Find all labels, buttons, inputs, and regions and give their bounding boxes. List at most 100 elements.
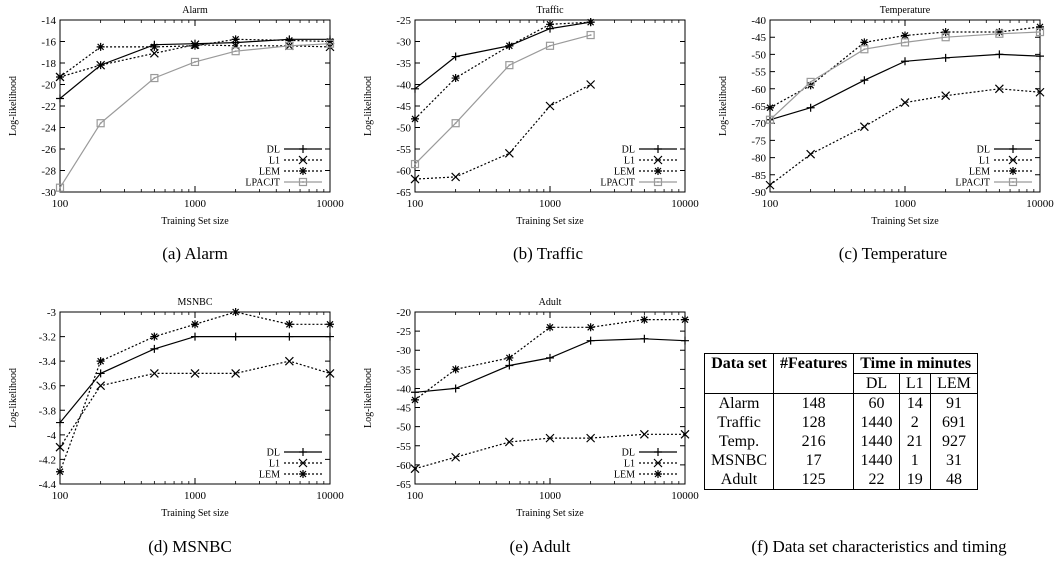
data-point bbox=[505, 361, 514, 370]
legend-label: L1 bbox=[624, 156, 635, 167]
series-line bbox=[414, 21, 591, 120]
row-name: Temp. bbox=[703, 432, 775, 451]
row-features: 148 bbox=[773, 393, 855, 413]
data-point bbox=[860, 45, 869, 54]
row-l1: 1 bbox=[898, 451, 931, 470]
y-tick-label: -55 bbox=[396, 441, 411, 453]
data-point bbox=[150, 332, 159, 341]
row-features: 125 bbox=[773, 470, 855, 490]
y-tick-label: -90 bbox=[751, 187, 766, 199]
legend-label: DL bbox=[977, 145, 990, 156]
data-point bbox=[639, 429, 649, 439]
data-point bbox=[231, 308, 240, 316]
x-axis-label: Training Set size bbox=[161, 216, 229, 227]
y-tick-label: -3.6 bbox=[39, 381, 57, 393]
x-tick-label: 10000 bbox=[1026, 198, 1054, 210]
data-point bbox=[941, 28, 950, 37]
table-subheader-row: DL L1 LEM bbox=[705, 373, 979, 394]
data-point bbox=[1035, 87, 1045, 97]
legend-marker bbox=[299, 167, 307, 175]
series-dl bbox=[411, 18, 595, 93]
series-l1 bbox=[410, 80, 596, 184]
data-point bbox=[231, 332, 240, 341]
legend-marker bbox=[653, 155, 663, 165]
data-point bbox=[900, 98, 910, 107]
row-features: 17 bbox=[773, 451, 855, 470]
series-lem bbox=[766, 22, 1044, 112]
series-line bbox=[59, 335, 330, 423]
data-point bbox=[806, 103, 815, 112]
alarm-caption: (a) Alarm bbox=[162, 244, 228, 263]
x-axis-label: Training Set size bbox=[516, 508, 584, 519]
data-point bbox=[505, 41, 514, 50]
data-point bbox=[901, 57, 909, 66]
legend-label: LEM bbox=[969, 167, 990, 178]
data-point bbox=[901, 31, 909, 40]
y-tick-label: -30 bbox=[396, 37, 411, 49]
y-tick-label: -45 bbox=[396, 403, 411, 415]
legend-label: LEM bbox=[259, 470, 280, 481]
header-dataset: Data set bbox=[703, 353, 775, 394]
data-point bbox=[586, 323, 595, 332]
y-tick-label: -60 bbox=[751, 84, 766, 96]
data-point bbox=[190, 57, 200, 67]
data-point bbox=[451, 452, 461, 462]
data-point bbox=[546, 353, 554, 362]
y-tick-label: -50 bbox=[396, 422, 411, 434]
series-dl bbox=[56, 332, 334, 427]
data-point bbox=[451, 384, 460, 393]
data-point bbox=[941, 53, 950, 62]
data-point bbox=[191, 41, 199, 50]
row-name: Adult bbox=[703, 470, 775, 490]
legend-label: LEM bbox=[614, 470, 635, 481]
series-dl bbox=[411, 334, 689, 397]
data-point bbox=[325, 369, 335, 378]
legend-marker bbox=[299, 145, 307, 153]
data-point bbox=[191, 332, 199, 341]
y-tick-label: -18 bbox=[41, 58, 56, 70]
data-point bbox=[96, 60, 106, 70]
data-point bbox=[96, 357, 105, 366]
legend-marker bbox=[654, 448, 662, 456]
table-row: Alarm 148 60 14 91 bbox=[703, 393, 979, 413]
data-point bbox=[504, 437, 514, 447]
data-point bbox=[806, 77, 815, 87]
data-point bbox=[325, 39, 335, 48]
data-point bbox=[451, 172, 461, 182]
data-point bbox=[586, 433, 596, 443]
legend-marker bbox=[653, 177, 663, 187]
legend-entry: LEM bbox=[259, 470, 322, 481]
y-tick-label: -14 bbox=[41, 15, 56, 27]
series-lpacjt bbox=[410, 30, 595, 169]
data-point bbox=[451, 365, 460, 374]
data-point bbox=[900, 38, 910, 47]
y-tick-label: -30 bbox=[396, 345, 411, 357]
legend-entry: LEM bbox=[259, 167, 322, 178]
y-tick-label: -65 bbox=[396, 479, 411, 491]
legend-marker bbox=[1009, 167, 1017, 175]
legend-entry: L1 bbox=[624, 459, 677, 470]
x-tick-label: 1000 bbox=[894, 198, 917, 210]
legend-marker bbox=[298, 458, 308, 468]
row-l1: 2 bbox=[898, 413, 931, 432]
y-tick-label: -3.4 bbox=[39, 356, 57, 368]
chart-title: Traffic bbox=[536, 5, 564, 16]
data-point bbox=[55, 442, 65, 452]
x-tick-label: 10000 bbox=[316, 490, 344, 502]
legend-entry: LEM bbox=[614, 470, 677, 481]
data-point bbox=[1035, 27, 1045, 37]
series-lpacjt bbox=[55, 39, 335, 192]
y-tick-label: -55 bbox=[396, 144, 411, 156]
legend-marker bbox=[654, 167, 662, 175]
data-point bbox=[326, 37, 334, 46]
data-point bbox=[56, 467, 64, 476]
y-tick-label: -35 bbox=[396, 364, 411, 376]
series-line bbox=[414, 83, 591, 180]
data-point bbox=[765, 180, 775, 190]
x-tick-label: 100 bbox=[52, 490, 69, 502]
data-point bbox=[765, 115, 775, 124]
table-row: Traffic 128 1440 2 691 bbox=[703, 413, 979, 432]
series-l1 bbox=[410, 429, 690, 474]
x-tick-label: 100 bbox=[407, 198, 424, 210]
data-point bbox=[806, 149, 816, 159]
